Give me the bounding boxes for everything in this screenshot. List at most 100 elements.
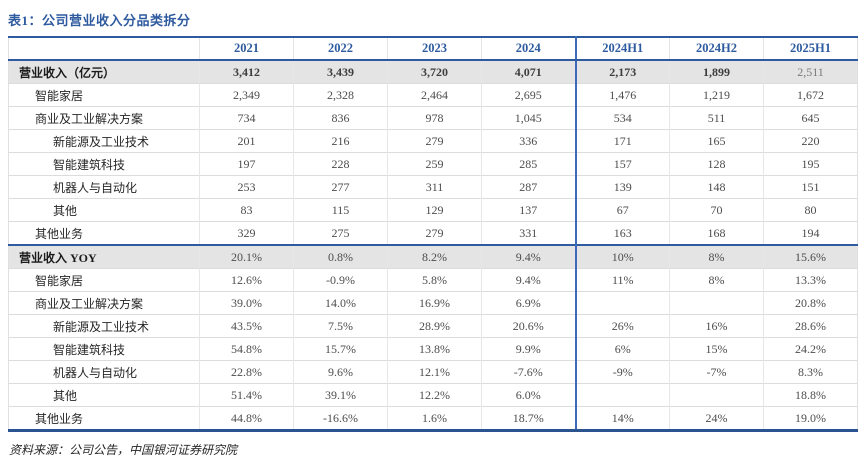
table-row: 商业及工业解决方案 734 836 978 1,045 534 511 645 xyxy=(8,106,858,130)
cell-2021: 734 xyxy=(199,106,294,130)
cell-2024h1: 163 xyxy=(574,221,670,245)
cell-2024h1: 6% xyxy=(574,337,670,361)
cell-2024h1: 534 xyxy=(574,106,670,130)
cell-2022: 2,328 xyxy=(293,83,388,107)
cell-2024h1: 10% xyxy=(574,244,670,269)
cell-2025h1: 28.6% xyxy=(763,314,858,338)
cell-2024: 4,071 xyxy=(481,60,576,84)
cell-2024: 6.9% xyxy=(481,291,576,315)
cell-2021: 83 xyxy=(199,198,294,222)
cell-2024h1: 2,173 xyxy=(574,60,670,84)
table-row: 其他 83 115 129 137 67 70 80 xyxy=(8,198,858,222)
cell-2021: 44.8% xyxy=(199,406,294,431)
cell-2022: 0.8% xyxy=(293,244,388,269)
column-header-2024: 2024 xyxy=(481,37,576,61)
cell-2022: 15.7% xyxy=(293,337,388,361)
cell-2023: 8.2% xyxy=(387,244,482,269)
cell-2024h2: 148 xyxy=(669,175,764,199)
cell-2024h1: 11% xyxy=(574,268,670,292)
cell-2021: 12.6% xyxy=(199,268,294,292)
cell-2024h1 xyxy=(574,291,670,315)
table-row: 营业收入（亿元） 3,412 3,439 3,720 4,071 2,173 1,899 2,… xyxy=(8,60,858,84)
header-row: 2021 2022 2023 2024 2024H1 2024H2 2025H1 xyxy=(8,37,858,61)
cell-2023: 2,464 xyxy=(387,83,482,107)
table-row: 智能建筑科技 197 228 259 285 157 128 195 xyxy=(8,152,858,176)
cell-2024: 20.6% xyxy=(481,314,576,338)
table-header: 2021 2022 2023 2024 2024H1 2024H2 2025H1 xyxy=(8,37,858,61)
cell-2023: 12.1% xyxy=(387,360,482,384)
row-label: 其他业务 xyxy=(8,406,200,431)
cell-2025h1: 194 xyxy=(763,221,858,245)
column-header-blank xyxy=(8,37,200,61)
cell-2022: 3,439 xyxy=(293,60,388,84)
cell-2024: 137 xyxy=(481,198,576,222)
table-row: 其他业务 329 275 279 331 163 168 194 xyxy=(8,221,858,245)
table-row: 其他 51.4% 39.1% 12.2% 6.0% 18.8% xyxy=(8,383,858,407)
cell-2021: 2,349 xyxy=(199,83,294,107)
cell-2021: 51.4% xyxy=(199,383,294,407)
source-note: 资料来源：公司公告，中国银河证券研究院 xyxy=(9,443,238,457)
cell-2022: -16.6% xyxy=(293,406,388,431)
cell-2024h2: 128 xyxy=(669,152,764,176)
row-label: 新能源及工业技术 xyxy=(8,314,200,338)
cell-2024h2: 1,219 xyxy=(669,83,764,107)
cell-2024h1 xyxy=(574,383,670,407)
cell-2021: 22.8% xyxy=(199,360,294,384)
cell-2023: 279 xyxy=(387,221,482,245)
cell-2024h1: 171 xyxy=(574,129,670,153)
row-label: 商业及工业解决方案 xyxy=(8,106,200,130)
cell-2024h2: 16% xyxy=(669,314,764,338)
cell-2021: 329 xyxy=(199,221,294,245)
cell-2025h1: 80 xyxy=(763,198,858,222)
cell-2022: 836 xyxy=(293,106,388,130)
cell-2024h2 xyxy=(669,383,764,407)
cell-2023: 129 xyxy=(387,198,482,222)
cell-2022: 9.6% xyxy=(293,360,388,384)
cell-2024: 18.7% xyxy=(481,406,576,431)
row-label: 其他 xyxy=(8,383,200,407)
cell-2025h1: 220 xyxy=(763,129,858,153)
cell-2022: 228 xyxy=(293,152,388,176)
table-row: 智能家居 12.6% -0.9% 5.8% 9.4% 11% 8% 13.3% xyxy=(8,268,858,292)
cell-2024h2: 165 xyxy=(669,129,764,153)
cell-2024h2 xyxy=(669,291,764,315)
table-row: 营业收入 YOY 20.1% 0.8% 8.2% 9.4% 10% 8% 15.6% xyxy=(8,244,858,269)
cell-2022: 14.0% xyxy=(293,291,388,315)
row-label: 营业收入（亿元） xyxy=(8,60,200,84)
row-label: 智能家居 xyxy=(8,268,200,292)
cell-2022: 115 xyxy=(293,198,388,222)
cell-2024: -7.6% xyxy=(481,360,576,384)
cell-2022: 39.1% xyxy=(293,383,388,407)
cell-2025h1: 18.8% xyxy=(763,383,858,407)
cell-2021: 197 xyxy=(199,152,294,176)
cell-2024: 9.9% xyxy=(481,337,576,361)
cell-2024: 2,695 xyxy=(481,83,576,107)
cell-2021: 54.8% xyxy=(199,337,294,361)
row-label: 智能建筑科技 xyxy=(8,337,200,361)
cell-2022: 275 xyxy=(293,221,388,245)
cell-2022: 7.5% xyxy=(293,314,388,338)
row-label: 商业及工业解决方案 xyxy=(8,291,200,315)
cell-2023: 259 xyxy=(387,152,482,176)
cell-2025h1: 15.6% xyxy=(763,244,858,269)
cell-2025h1: 1,672 xyxy=(763,83,858,107)
cell-2021: 39.0% xyxy=(199,291,294,315)
cell-2024: 1,045 xyxy=(481,106,576,130)
cell-2025h1: 19.0% xyxy=(763,406,858,431)
cell-2022: -0.9% xyxy=(293,268,388,292)
cell-2021: 201 xyxy=(199,129,294,153)
cell-2025h1: 2,511 xyxy=(763,60,858,84)
cell-2022: 277 xyxy=(293,175,388,199)
cell-2025h1: 195 xyxy=(763,152,858,176)
cell-2023: 978 xyxy=(387,106,482,130)
row-label: 营业收入 YOY xyxy=(8,244,200,269)
table-title: 表1：公司营业收入分品类拆分 xyxy=(8,13,191,28)
cell-2023: 28.9% xyxy=(387,314,482,338)
cell-2024: 6.0% xyxy=(481,383,576,407)
cell-2021: 20.1% xyxy=(199,244,294,269)
column-header-2021: 2021 xyxy=(199,37,294,61)
cell-2023: 5.8% xyxy=(387,268,482,292)
row-label: 智能家居 xyxy=(8,83,200,107)
cell-2024h1: 157 xyxy=(574,152,670,176)
